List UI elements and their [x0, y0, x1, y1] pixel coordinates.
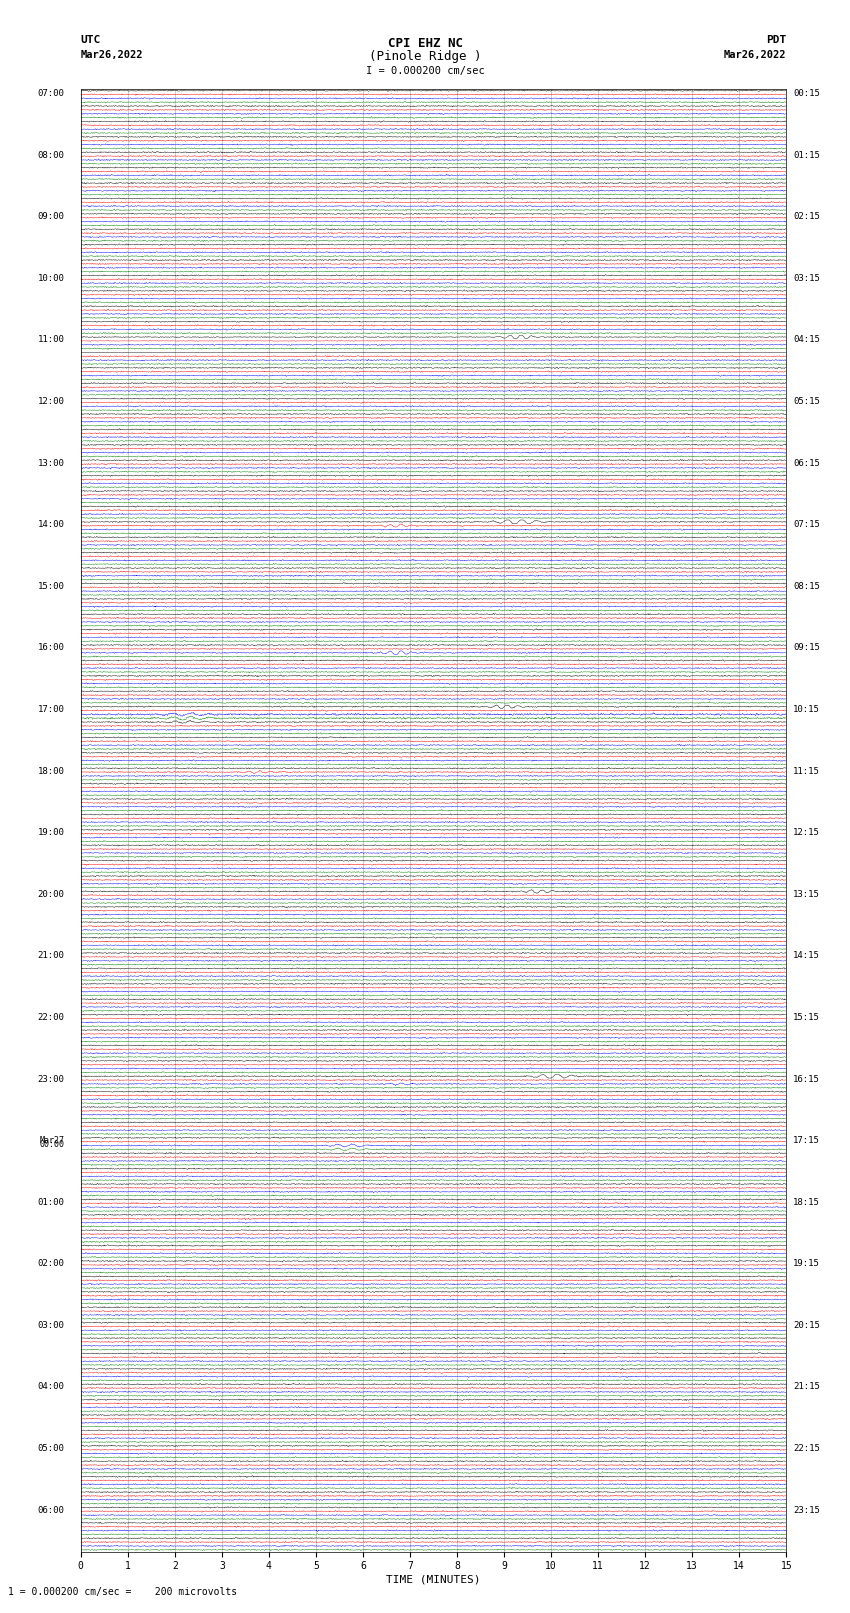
Text: 03:15: 03:15: [793, 274, 820, 282]
Text: 16:00: 16:00: [37, 644, 65, 652]
Text: PDT: PDT: [766, 35, 786, 45]
Text: 20:15: 20:15: [793, 1321, 820, 1329]
Text: 12:15: 12:15: [793, 827, 820, 837]
Text: 05:00: 05:00: [37, 1444, 65, 1453]
Text: 17:15: 17:15: [793, 1136, 820, 1145]
Text: 09:15: 09:15: [793, 644, 820, 652]
Text: 10:00: 10:00: [37, 274, 65, 282]
Text: 11:15: 11:15: [793, 766, 820, 776]
Text: 01:00: 01:00: [37, 1198, 65, 1207]
Text: 02:15: 02:15: [793, 211, 820, 221]
Text: 22:00: 22:00: [37, 1013, 65, 1023]
Text: 00:00: 00:00: [39, 1139, 65, 1148]
Text: 01:15: 01:15: [793, 150, 820, 160]
Text: 18:00: 18:00: [37, 766, 65, 776]
Text: 17:00: 17:00: [37, 705, 65, 715]
Text: Mar26,2022: Mar26,2022: [723, 50, 786, 60]
Text: 08:00: 08:00: [37, 150, 65, 160]
Text: 23:15: 23:15: [793, 1505, 820, 1515]
Text: 21:00: 21:00: [37, 952, 65, 960]
Text: 14:00: 14:00: [37, 519, 65, 529]
Text: 14:15: 14:15: [793, 952, 820, 960]
Text: 18:15: 18:15: [793, 1198, 820, 1207]
Text: I = 0.000200 cm/sec: I = 0.000200 cm/sec: [366, 66, 484, 76]
Text: 1 = 0.000200 cm/sec =    200 microvolts: 1 = 0.000200 cm/sec = 200 microvolts: [8, 1587, 238, 1597]
Text: 11:00: 11:00: [37, 336, 65, 344]
Text: 04:00: 04:00: [37, 1382, 65, 1392]
Text: (Pinole Ridge ): (Pinole Ridge ): [369, 50, 481, 63]
Text: 02:00: 02:00: [37, 1260, 65, 1268]
Text: 20:00: 20:00: [37, 890, 65, 898]
Text: 04:15: 04:15: [793, 336, 820, 344]
Text: 03:00: 03:00: [37, 1321, 65, 1329]
Text: 06:15: 06:15: [793, 458, 820, 468]
Text: 05:15: 05:15: [793, 397, 820, 406]
Text: 07:15: 07:15: [793, 519, 820, 529]
Text: UTC: UTC: [81, 35, 101, 45]
Text: 22:15: 22:15: [793, 1444, 820, 1453]
X-axis label: TIME (MINUTES): TIME (MINUTES): [386, 1574, 481, 1584]
Text: 21:15: 21:15: [793, 1382, 820, 1392]
Text: 09:00: 09:00: [37, 211, 65, 221]
Text: 08:15: 08:15: [793, 582, 820, 590]
Text: 12:00: 12:00: [37, 397, 65, 406]
Text: 10:15: 10:15: [793, 705, 820, 715]
Text: 07:00: 07:00: [37, 89, 65, 98]
Text: 16:15: 16:15: [793, 1074, 820, 1084]
Text: Mar27: Mar27: [39, 1136, 65, 1145]
Text: 15:15: 15:15: [793, 1013, 820, 1023]
Text: 13:15: 13:15: [793, 890, 820, 898]
Text: 13:00: 13:00: [37, 458, 65, 468]
Text: 23:00: 23:00: [37, 1074, 65, 1084]
Text: 06:00: 06:00: [37, 1505, 65, 1515]
Text: 00:15: 00:15: [793, 89, 820, 98]
Text: Mar26,2022: Mar26,2022: [81, 50, 144, 60]
Text: 19:15: 19:15: [793, 1260, 820, 1268]
Text: 15:00: 15:00: [37, 582, 65, 590]
Text: 19:00: 19:00: [37, 827, 65, 837]
Text: CPI EHZ NC: CPI EHZ NC: [388, 37, 462, 50]
